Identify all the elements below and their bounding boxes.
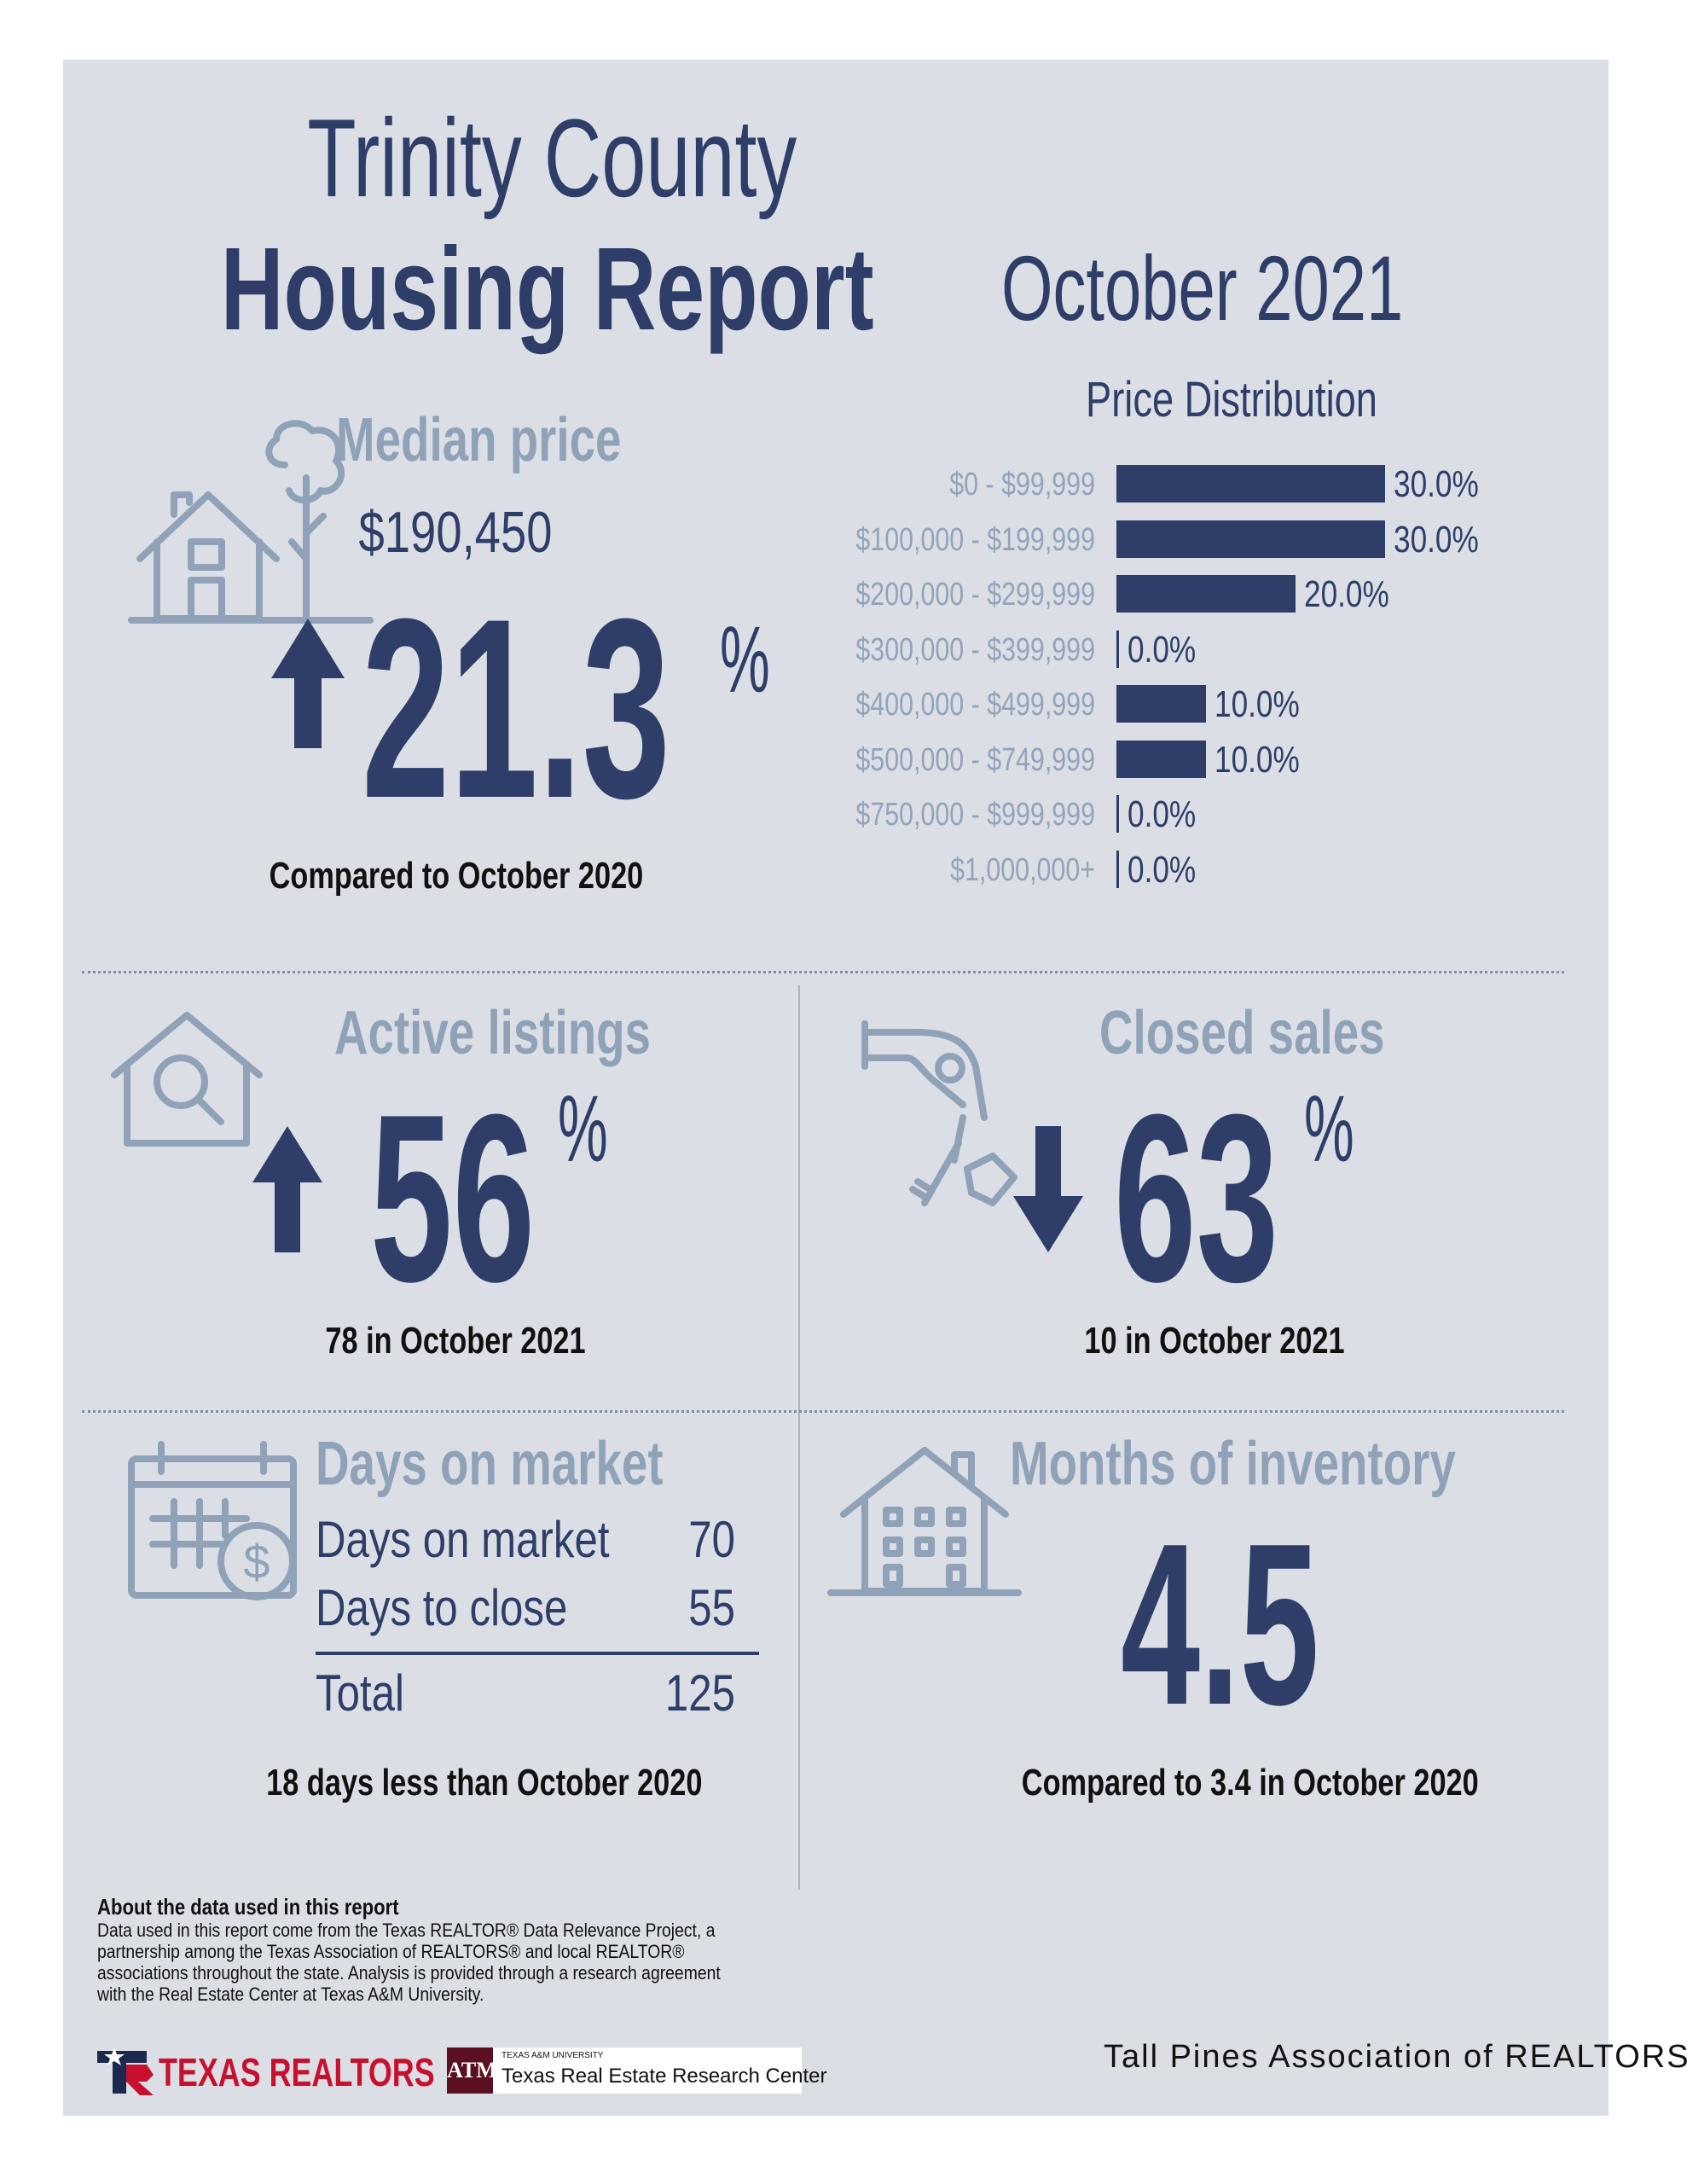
hand-keys-icon (861, 1020, 1017, 1206)
about-text: Data used in this report come from the T… (97, 1920, 721, 2005)
dom-row-label-2: Days to close (316, 1579, 568, 1636)
closed-sales-change: 63 (1114, 1066, 1279, 1332)
chart-category-label: $1,000,000+ (950, 851, 1095, 888)
title-county: Trinity County (307, 96, 797, 220)
report-panel: Trinity County Housing Report October 20… (63, 60, 1687, 2116)
active-listings-label: Active listings (334, 999, 651, 1067)
chart-category-label: $200,000 - $299,999 (855, 577, 1095, 613)
closed-sales-caption: 10 in October 2021 (1084, 1320, 1345, 1362)
chart-category-label: $400,000 - $499,999 (855, 687, 1095, 723)
days-on-market-caption: 18 days less than October 2020 (266, 1762, 703, 1804)
chart-value-label: 10.0% (1215, 738, 1300, 781)
chart-category-label: $300,000 - $399,999 (855, 631, 1095, 668)
chart-bar (1116, 465, 1385, 502)
chart-value-label: 30.0% (1394, 518, 1479, 561)
chart-bar (1116, 685, 1206, 723)
chart-category-label: $500,000 - $749,999 (855, 741, 1095, 778)
association-name: Tall Pines Association of REALTORS® (1104, 2039, 1687, 2075)
dom-total-rule (316, 1652, 759, 1655)
chart-bar (1116, 520, 1385, 558)
chart-value-label: 0.0% (1128, 628, 1197, 671)
chart-value-label: 0.0% (1128, 793, 1197, 835)
title-housing-report: Housing Report (220, 224, 874, 355)
divider-vertical (798, 985, 800, 1890)
median-price-value: $190,450 (358, 500, 553, 565)
active-listings-caption: 78 in October 2021 (325, 1320, 586, 1362)
divider-middle (82, 1410, 1564, 1413)
chart-bar (1116, 740, 1206, 778)
chart-title: Price Distribution (1086, 372, 1377, 427)
texas-realtors-logo-icon (97, 2048, 154, 2095)
tamu-logo-block: ATM TEXAS A&M UNIVERSITY Texas Real Esta… (447, 2048, 827, 2094)
dom-row-value-1: 70 (688, 1511, 735, 1568)
days-on-market-label: Days on market (316, 1430, 664, 1498)
divider-top (82, 971, 1564, 973)
months-inventory-caption: Compared to 3.4 in October 2020 (1021, 1762, 1479, 1804)
dom-total-label: Total (316, 1664, 404, 1722)
svg-text:$: $ (243, 1535, 270, 1589)
chart-category-label: $750,000 - $999,999 (855, 797, 1095, 833)
chart-value-label: 30.0% (1394, 463, 1479, 505)
months-inventory-label: Months of inventory (1010, 1430, 1456, 1498)
house-search-icon (111, 1012, 263, 1147)
median-price-caption: Compared to October 2020 (269, 855, 644, 897)
chart-category-label: $0 - $99,999 (949, 467, 1095, 502)
tamu-center-text: Texas Real Estate Research Center (501, 2065, 827, 2088)
dom-total-value: 125 (664, 1664, 735, 1722)
median-price-change: 21.3 (362, 565, 671, 851)
calendar-dollar-icon: $ (128, 1441, 297, 1600)
closed-percent-sign: % (1304, 1077, 1354, 1182)
active-percent-sign: % (558, 1077, 608, 1182)
dom-row-value-2: 55 (688, 1579, 735, 1636)
chart-category-label: $100,000 - $199,999 (855, 521, 1095, 558)
chart-bar (1116, 630, 1119, 668)
chart-value-label: 10.0% (1215, 683, 1300, 725)
closed-sales-label: Closed sales (1099, 999, 1385, 1067)
chart-bar (1116, 575, 1296, 613)
dom-row-label-1: Days on market (316, 1511, 610, 1568)
arrow-down-icon (1013, 1126, 1083, 1252)
apartment-building-icon (827, 1447, 1022, 1596)
months-inventory-value: 4.5 (1121, 1496, 1319, 1753)
house-tree-icon (128, 420, 374, 624)
about-heading: About the data used in this report (97, 1894, 399, 1920)
median-percent-sign: % (720, 607, 770, 712)
chart-bar (1116, 795, 1119, 833)
tamu-mark-icon: ATM (447, 2048, 497, 2094)
tamu-small-text: TEXAS A&M UNIVERSITY (501, 2051, 604, 2060)
chart-value-label: 0.0% (1128, 848, 1197, 891)
arrow-up-icon (252, 1126, 322, 1252)
chart-value-label: 20.0% (1304, 573, 1389, 615)
median-price-label: Median price (336, 406, 622, 474)
arrow-up-icon (271, 619, 345, 748)
chart-bar (1116, 850, 1119, 888)
texas-realtors-wordmark: TEXAS REALTORS (159, 2050, 435, 2094)
report-month: October 2021 (1001, 236, 1404, 340)
active-listings-change: 56 (370, 1066, 536, 1332)
